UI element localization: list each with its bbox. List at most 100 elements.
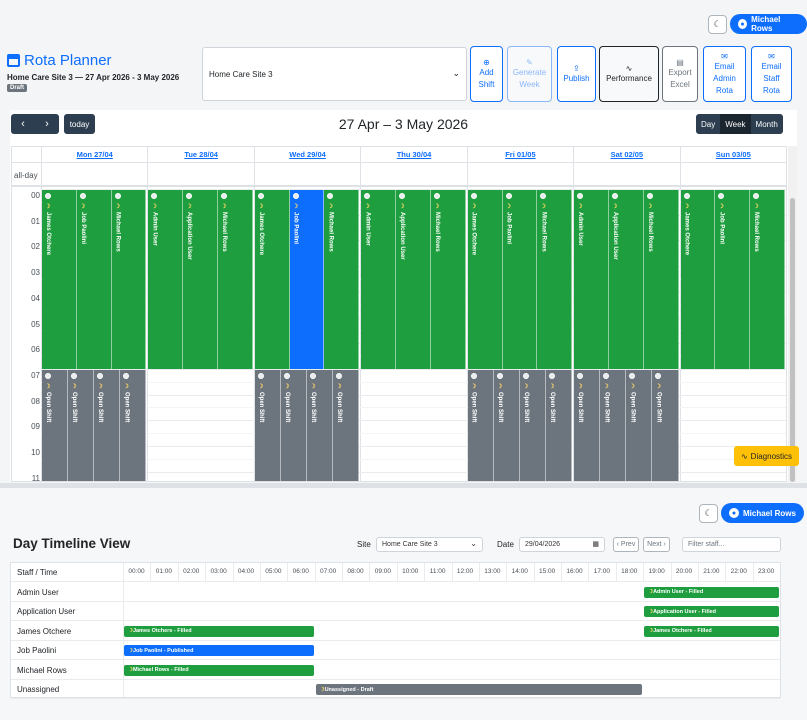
day-header[interactable]: Sun 03/05	[679, 147, 786, 162]
theme-toggle-button[interactable]: ☾	[708, 15, 727, 34]
email-admin-rota-button[interactable]: ✉ Email Admin Rota	[703, 46, 746, 102]
user-name: Michael Rows	[751, 15, 781, 33]
day-header[interactable]: Sat 02/05	[573, 147, 679, 162]
day-column-divider	[573, 162, 575, 481]
shift-event[interactable]: ☽ James Otchere	[254, 190, 290, 369]
toolbar-label-line: Rota	[716, 85, 733, 95]
shift-event[interactable]: ☽ Admin User	[574, 190, 609, 369]
hour-label: 04:00	[237, 568, 255, 575]
shift-event[interactable]: ☽ Application User	[608, 190, 644, 369]
next-day-button[interactable]: Next ›	[643, 537, 670, 552]
hour-label: 12:00	[456, 568, 474, 575]
shift-event[interactable]: ☽ Michael Rows	[218, 190, 253, 369]
shift-event[interactable]: ☽ Michael Rows	[643, 190, 679, 369]
staff-filter-input[interactable]: Filter staff...	[682, 537, 781, 552]
shift-bar[interactable]: ☽ Unassigned - Draft	[315, 684, 643, 695]
site-select[interactable]: Home Care Site 3 ⌄	[202, 47, 467, 101]
shift-bar-label: Application User - Filled	[653, 608, 717, 615]
shift-event[interactable]: ☽ James Otchere	[680, 190, 716, 369]
shift-bar[interactable]: ☽ Admin User - Filled	[644, 586, 779, 598]
prev-day-button[interactable]: ‹ Prev	[613, 537, 639, 552]
status-dot	[718, 193, 725, 199]
shift-bar-label: James Otchere - Filled	[653, 628, 712, 634]
export-excel-button[interactable]: ▤ Export Excel	[662, 46, 698, 102]
shift-event[interactable]: ☽ Job Paolini	[289, 190, 325, 369]
diagnostics-button[interactable]: ∿ Diagnostics	[734, 446, 799, 466]
open-shift-event[interactable]: ☽ Open Shift	[600, 369, 627, 481]
open-shift-event[interactable]: ☽ Open Shift	[68, 369, 95, 481]
view-week-button[interactable]: Week	[720, 114, 751, 134]
scrollbar-thumb[interactable]	[790, 198, 795, 482]
day-header[interactable]: Fri 01/05	[466, 147, 573, 162]
moon-icon: ☽	[257, 204, 264, 210]
day-column-divider	[466, 162, 468, 481]
next-week-button[interactable]: ›	[35, 114, 59, 134]
shift-bar[interactable]: ☽ James Otchere - Filled	[124, 625, 314, 637]
shift-event[interactable]: ☽ Application User	[396, 190, 431, 369]
shift-event[interactable]: ☽ Job Paolini	[715, 190, 751, 369]
shift-staff-name: Job Paolini	[292, 212, 299, 245]
open-shift-event[interactable]: ☽ Open Shift	[333, 369, 360, 481]
theme-toggle-button-2[interactable]: ☾	[699, 504, 718, 523]
open-shift-event[interactable]: ☽ Open Shift	[42, 369, 69, 481]
shift-event[interactable]: ☽ Michael Rows	[111, 190, 147, 369]
hour-label: 20:00	[675, 568, 693, 575]
shift-bar[interactable]: ☽ James Otchere - Filled	[644, 625, 779, 637]
day-header[interactable]: Mon 27/04	[41, 147, 147, 162]
calendar-picker-icon[interactable]: ▦	[592, 541, 599, 548]
calendar-scrollbar[interactable]	[788, 146, 797, 482]
moon-icon: ☽	[45, 383, 51, 390]
email-staff-rota-button[interactable]: ✉ Email Staff Rota	[751, 46, 792, 102]
shift-event[interactable]: ☽ James Otchere	[467, 190, 503, 369]
open-shift-event[interactable]: ☽ Open Shift	[467, 369, 494, 481]
toolbar-label-line: Shift	[478, 79, 495, 89]
day-header[interactable]: Wed 29/04	[253, 147, 360, 162]
shift-bar[interactable]: ☽ Job Paolini - Published	[124, 645, 314, 656]
open-shift-label: Open Shift	[603, 391, 610, 423]
open-shift-event[interactable]: ☽ Open Shift	[94, 369, 121, 481]
shift-event[interactable]: ☽ Michael Rows	[750, 190, 785, 369]
shift-event[interactable]: ☽ Admin User	[148, 190, 184, 369]
open-shift-event[interactable]: ☽ Open Shift	[546, 369, 573, 481]
shift-event[interactable]: ☽ Michael Rows	[430, 190, 466, 369]
generate-week-button[interactable]: ✎ Generate Week	[507, 46, 552, 102]
user-menu-button-2[interactable]: ● Michael Rows	[721, 503, 804, 523]
view-day-button[interactable]: Day	[696, 114, 721, 134]
shift-event[interactable]: ☽ Job Paolini	[502, 190, 538, 369]
open-shift-event[interactable]: ☽ Open Shift	[652, 369, 679, 481]
shift-bar[interactable]: ☽ Michael Rows - Filled	[124, 664, 314, 676]
today-button[interactable]: today	[64, 114, 95, 134]
moon-icon: ☽	[128, 667, 133, 673]
shift-event[interactable]: ☽ James Otchere	[42, 190, 77, 369]
shift-event[interactable]: ☽ Admin User	[361, 190, 397, 369]
shift-event[interactable]: ☽ Michael Rows	[324, 190, 360, 369]
performance-button[interactable]: ∿ Performance	[599, 46, 659, 102]
status-dot	[186, 193, 193, 199]
open-shift-event[interactable]: ☽ Open Shift	[519, 369, 547, 481]
view-month-button[interactable]: Month	[750, 114, 783, 134]
open-shift-event[interactable]: ☽ Open Shift	[280, 369, 308, 481]
moon-icon: ☽	[522, 383, 529, 390]
shift-event[interactable]: ☽ Application User	[183, 190, 219, 369]
open-shift-event[interactable]: ☽ Open Shift	[574, 369, 601, 481]
day-header[interactable]: Thu 30/04	[360, 147, 466, 162]
prev-week-button[interactable]: ‹	[11, 114, 35, 134]
open-shift-event[interactable]: ☽ Open Shift	[493, 369, 520, 481]
date-input[interactable]: 29/04/2026 ▦	[519, 537, 605, 552]
timeline-site-select[interactable]: Home Care Site 3 ⌄	[376, 537, 483, 552]
shift-bar[interactable]: ☽ Application User - Filled	[644, 606, 779, 617]
hour-label: 22:00	[730, 568, 747, 575]
publish-button[interactable]: ⇪ Publish	[557, 46, 596, 102]
hour-label: 07	[31, 370, 40, 380]
open-shift-event[interactable]: ☽ Open Shift	[626, 369, 653, 481]
add-shift-button[interactable]: ⊕ Add Shift	[470, 46, 503, 102]
user-menu-button[interactable]: ● Michael Rows	[730, 14, 807, 34]
day-header[interactable]: Tue 28/04	[147, 147, 253, 162]
open-shift-event[interactable]: ☽ Open Shift	[120, 369, 147, 481]
open-shift-event[interactable]: ☽ Open Shift	[307, 369, 334, 481]
shift-event[interactable]: ☽ Michael Rows	[537, 190, 573, 369]
open-shift-event[interactable]: ☽ Open Shift	[254, 369, 281, 481]
shift-bar-label: Job Paolini - Published	[132, 647, 194, 654]
shift-event[interactable]: ☽ Job Paolini	[76, 190, 112, 369]
hour-divider	[561, 563, 562, 582]
